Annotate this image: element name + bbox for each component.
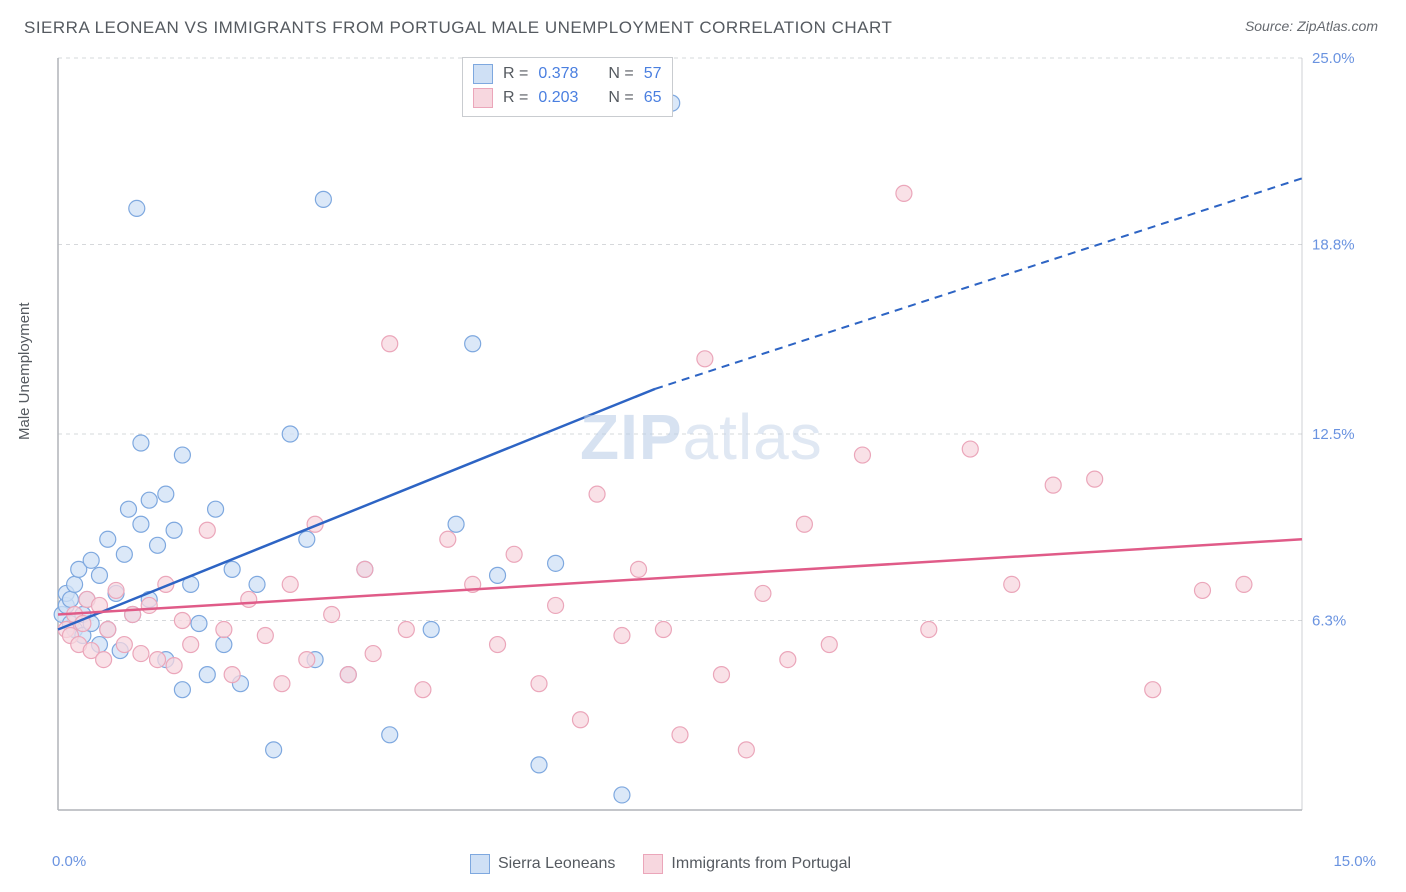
legend-correlation-row: R = 0.203 N = 65 [473,86,662,110]
legend-series-item: Sierra Leoneans [470,854,615,874]
legend-swatch [470,854,490,874]
n-label: N = [608,62,633,86]
legend-correlation-row: R = 0.378 N = 57 [473,62,662,86]
legend-series-label: Sierra Leoneans [498,855,615,873]
n-label: N = [608,86,633,110]
chart-title: SIERRA LEONEAN VS IMMIGRANTS FROM PORTUG… [24,18,892,38]
svg-text:18.8%: 18.8% [1312,236,1355,253]
scatter-plot: 6.3% 12.5% 18.8% 25.0% [50,50,1360,840]
source-attribution: Source: ZipAtlas.com [1245,18,1378,34]
chart-container: SIERRA LEONEAN VS IMMIGRANTS FROM PORTUG… [0,0,1406,892]
n-value: 65 [644,86,662,110]
svg-text:6.3%: 6.3% [1312,612,1346,629]
legend-series-item: Immigrants from Portugal [643,854,851,874]
x-axis-min-label: 0.0% [52,853,86,870]
svg-text:12.5%: 12.5% [1312,426,1355,443]
y-axis-label: Male Unemployment [16,302,33,440]
r-value: 0.203 [538,86,578,110]
r-label: R = [503,86,528,110]
svg-text:25.0%: 25.0% [1312,50,1355,67]
legend-swatch [473,64,493,84]
legend-swatch [473,88,493,108]
n-value: 57 [644,62,662,86]
r-label: R = [503,62,528,86]
legend-swatch [643,854,663,874]
series-legend: Sierra Leoneans Immigrants from Portugal [470,854,851,874]
x-axis-max-label: 15.0% [1333,853,1376,870]
legend-series-label: Immigrants from Portugal [671,855,851,873]
r-value: 0.378 [538,62,578,86]
correlation-legend: R = 0.378 N = 57 R = 0.203 N = 65 [462,57,673,117]
